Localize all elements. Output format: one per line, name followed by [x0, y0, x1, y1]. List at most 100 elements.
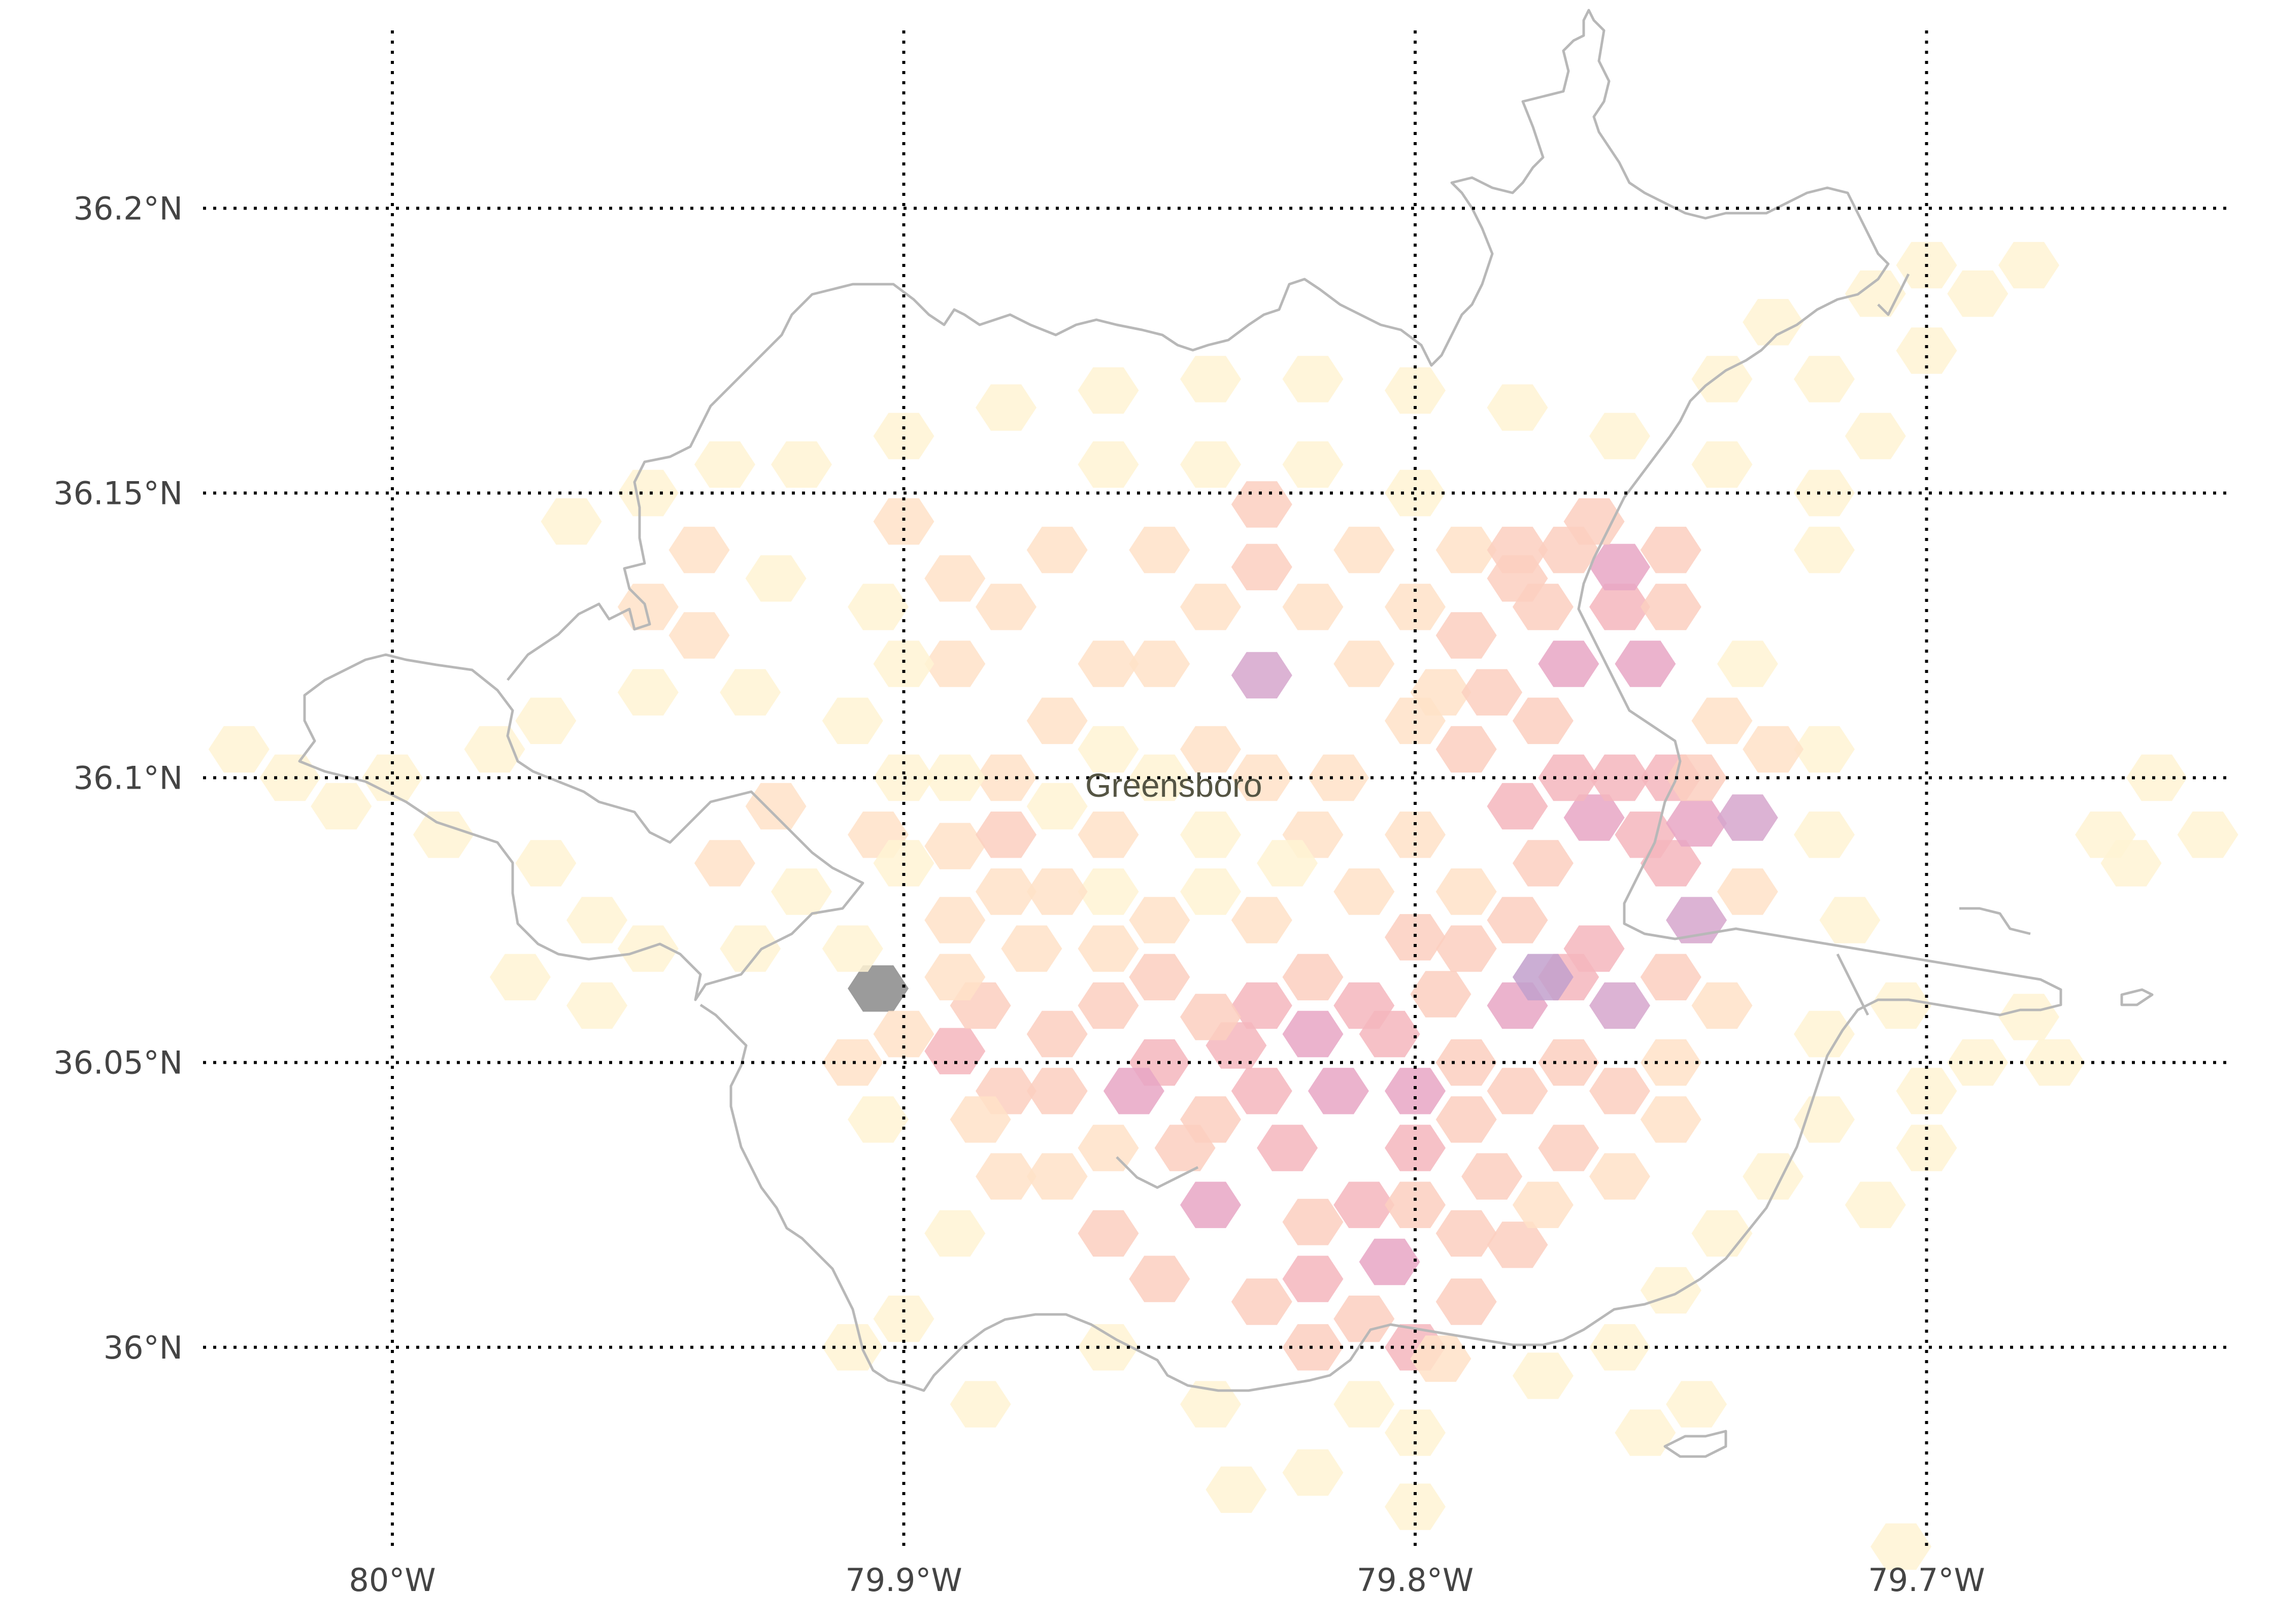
- density-hex: [976, 384, 1036, 431]
- graticule: [203, 30, 2233, 1548]
- density-hex: [1231, 897, 1292, 943]
- density-hex: [1538, 754, 1599, 801]
- density-hex: [924, 1210, 986, 1257]
- density-hex: [1563, 925, 1625, 972]
- density-hex: [1589, 1153, 1650, 1200]
- density-hex: [1589, 1068, 1650, 1114]
- density-hex: [1078, 367, 1139, 414]
- density-hex: [1129, 526, 1190, 573]
- density-hex: [1180, 811, 1241, 858]
- density-hex: [1640, 584, 1701, 630]
- density-hex: [1231, 1278, 1292, 1325]
- density-hex: [1435, 612, 1497, 659]
- density-hex: [1487, 783, 1548, 830]
- density-hex: [1001, 925, 1062, 972]
- density-hex: [1026, 526, 1088, 573]
- density-hex: [617, 469, 679, 517]
- density-hex: [566, 897, 627, 943]
- density-hex: [1717, 794, 1778, 841]
- density-hex: [745, 555, 807, 602]
- density-hex: [1257, 1125, 1318, 1171]
- density-hex: [1180, 1181, 1241, 1228]
- density-hex: [1435, 925, 1497, 972]
- density-hex: [1794, 469, 1855, 517]
- density-hex: [2177, 811, 2238, 858]
- density-hex: [848, 584, 909, 630]
- density-hex: [1896, 327, 1957, 374]
- density-hex: [1231, 544, 1292, 591]
- density-hex: [1180, 868, 1241, 915]
- density-hex: [873, 1295, 934, 1342]
- density-hex: [1794, 356, 1855, 402]
- density-hex: [1538, 1039, 1599, 1086]
- density-hex: [976, 584, 1036, 630]
- density-hex: [924, 555, 986, 602]
- density-hex: [1512, 697, 1574, 745]
- density-hex: [1078, 1125, 1139, 1171]
- density-hex: [2024, 1039, 2085, 1086]
- density-hex: [259, 754, 321, 801]
- density-hex: [1512, 1181, 1574, 1228]
- density-hex: [1129, 1256, 1190, 1302]
- density-hex: [873, 498, 934, 545]
- x-tick-label: 79.9°W: [845, 1562, 962, 1599]
- density-hex: [1487, 384, 1548, 431]
- density-hex-layer: [208, 242, 2238, 1570]
- density-hex: [1231, 652, 1292, 699]
- density-hex: [1794, 1096, 1855, 1143]
- density-hex: [1333, 1181, 1395, 1228]
- density-hex: [1385, 584, 1446, 630]
- density-hex: [924, 640, 986, 687]
- density-hex: [1129, 954, 1190, 1001]
- density-hex: [694, 840, 755, 887]
- density-hex: [1410, 1335, 1472, 1382]
- x-tick-label: 79.8°W: [1357, 1562, 1474, 1599]
- density-hex: [1589, 544, 1650, 591]
- density-hex: [1640, 954, 1701, 1001]
- density-hex: [1589, 754, 1650, 801]
- density-hex: [1435, 1278, 1497, 1325]
- density-hex: [1640, 1267, 1701, 1314]
- density-hex: [1103, 1068, 1164, 1114]
- density-hex: [1640, 526, 1701, 573]
- density-hex: [771, 441, 832, 488]
- density-hex: [848, 1096, 909, 1143]
- density-hex: [1743, 299, 1804, 346]
- density-hex: [1538, 640, 1599, 687]
- density-hex: [1078, 925, 1139, 972]
- density-hex: [1743, 726, 1804, 773]
- density-hex: [1385, 1068, 1446, 1114]
- density-hex: [1589, 982, 1650, 1029]
- density-hex: [2126, 754, 2187, 801]
- density-hex: [1282, 441, 1344, 488]
- density-hex: [1206, 1466, 1267, 1513]
- density-hex: [617, 669, 679, 716]
- density-hex: [208, 726, 270, 773]
- density-hex: [541, 498, 602, 545]
- density-hex: [1998, 994, 2059, 1040]
- place-label-greensboro: Greensboro: [1085, 766, 1262, 804]
- density-hex: [464, 726, 525, 773]
- density-hex: [1282, 1199, 1344, 1245]
- density-hex: [1717, 868, 1778, 915]
- density-hex: [1998, 242, 2059, 289]
- density-hex: [362, 754, 423, 801]
- density-hex: [1691, 441, 1753, 488]
- density-hex: [1026, 697, 1088, 745]
- density-hex: [1461, 1153, 1523, 1200]
- density-hex: [413, 811, 474, 858]
- density-hex: [1282, 356, 1344, 402]
- density-hex: [950, 1096, 1011, 1143]
- density-hex: [1257, 840, 1318, 887]
- density-hex: [515, 697, 577, 745]
- density-hex: [1666, 1381, 1727, 1428]
- density-hex: [1589, 584, 1650, 630]
- density-hex: [1282, 954, 1344, 1001]
- density-hex: [1435, 1210, 1497, 1257]
- density-hex: [1435, 526, 1497, 573]
- density-hex: [311, 783, 372, 830]
- density-hex: [848, 965, 909, 1012]
- y-tick-label: 36°N: [104, 1329, 183, 1366]
- density-hex: [1589, 1324, 1650, 1371]
